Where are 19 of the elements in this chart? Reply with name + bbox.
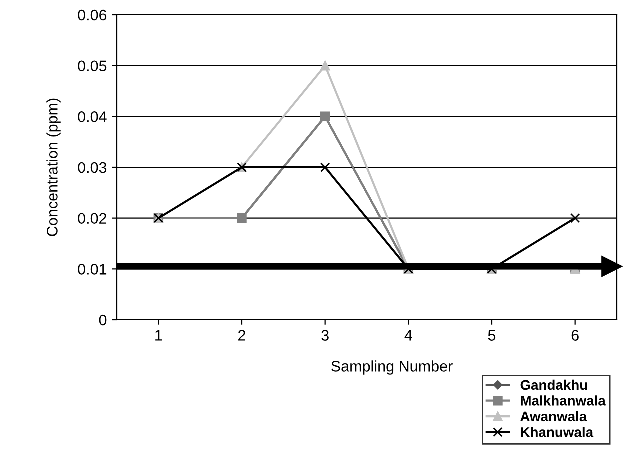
legend-label: Awanwala: [520, 411, 588, 422]
y-tick-label: 0.02: [78, 213, 107, 224]
y-tick-label: 0: [99, 314, 107, 326]
y-tick-label: 0.03: [78, 162, 107, 174]
x-tick-label: 5: [488, 330, 496, 341]
y-tick-label: 0.04: [78, 112, 107, 122]
legend-label: Malkhanwala: [521, 396, 606, 406]
y-tick-label: 0.06: [78, 10, 107, 21]
y-tick-label: 0.05: [78, 60, 107, 72]
x-tick-label: 4: [404, 330, 412, 341]
x-axis-title: Sampling Number: [332, 360, 453, 375]
legend-label: Khanuwala: [521, 427, 594, 438]
legend-label: Gandakhu: [520, 380, 588, 390]
x-tick-label: 6: [572, 330, 579, 341]
x-tick-label: 3: [322, 330, 329, 341]
y-axis-title: Concentration (ppm): [46, 98, 61, 236]
x-tick-label: 2: [238, 330, 246, 341]
y-tick-label: 0.01: [78, 264, 107, 275]
x-tick-label: 1: [156, 330, 162, 341]
